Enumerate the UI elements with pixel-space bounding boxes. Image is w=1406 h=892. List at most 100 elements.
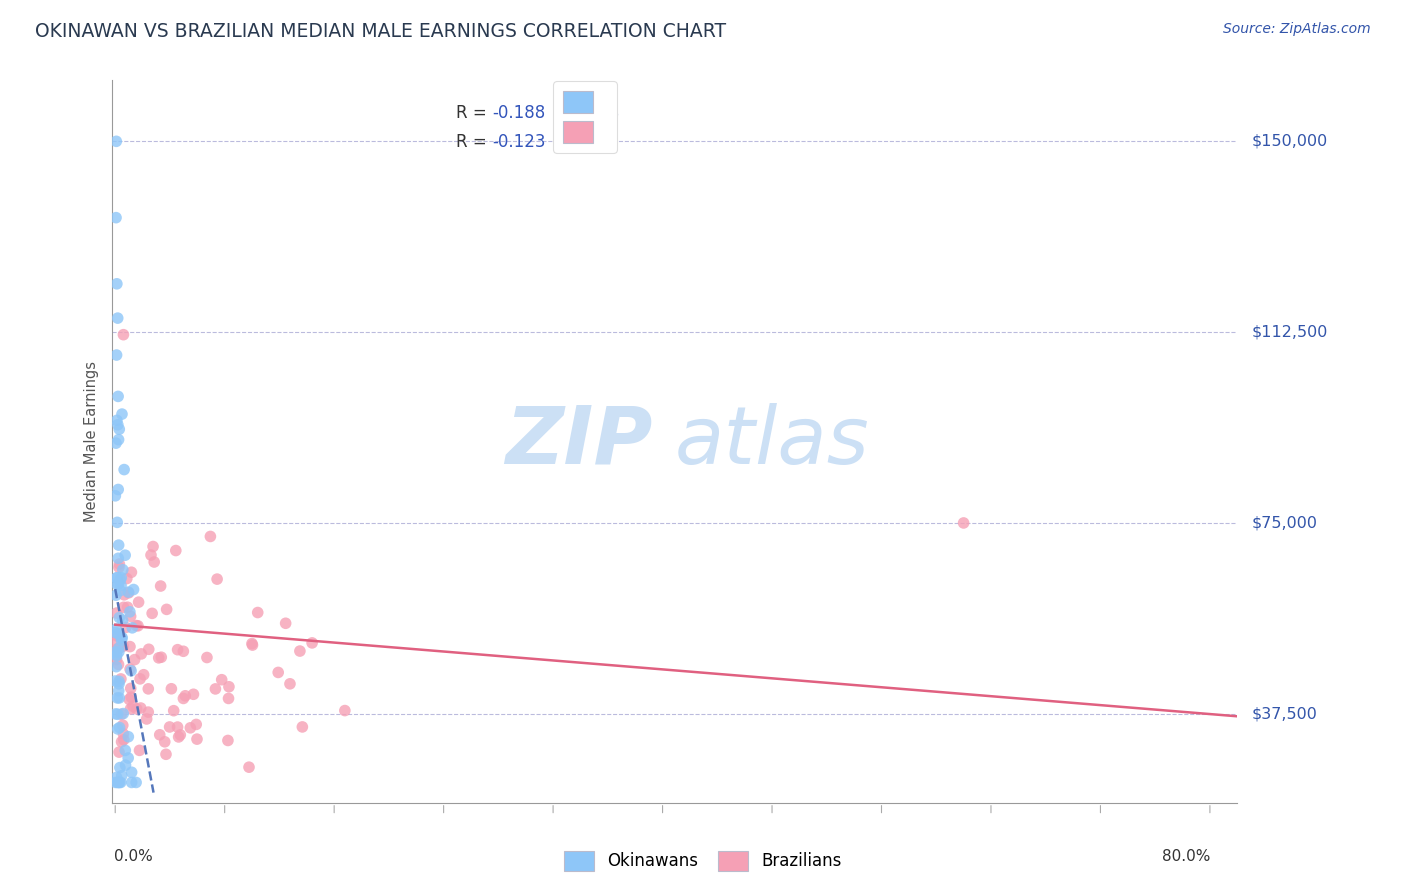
Point [136,705,159,719]
Point [114,743,136,757]
Point [105,622,128,636]
Point [114,620,136,634]
Point [110,775,132,789]
Point [159,720,181,734]
Point [108,677,131,691]
Point [195,650,218,665]
Text: $150,000: $150,000 [1251,134,1327,149]
Point [108,640,131,655]
Point [117,730,139,744]
Point [107,311,129,326]
Point [107,483,129,497]
Point [107,722,129,736]
Point [108,761,131,775]
Point [118,586,141,600]
Point [105,413,128,427]
Point [120,662,142,676]
Point [156,602,179,616]
Point [117,585,139,599]
Text: $75,000: $75,000 [1251,516,1317,531]
Point [105,770,128,784]
Point [301,636,323,650]
Point [124,652,146,666]
Point [117,600,139,615]
Point [200,529,222,543]
Point [105,516,128,530]
Point [274,616,297,631]
Text: -0.188: -0.188 [492,103,546,122]
Text: R =: R = [456,103,492,122]
Point [105,648,128,663]
Text: $112,500: $112,500 [1251,325,1327,340]
Point [104,489,127,503]
Point [115,572,138,586]
Point [121,621,143,635]
Text: 74: 74 [599,103,620,122]
Point [135,712,157,726]
Point [104,673,127,688]
Point [952,516,974,530]
Point [107,707,129,722]
Text: R =: R = [456,133,492,151]
Point [108,645,131,659]
Point [104,645,127,659]
Point [149,728,172,742]
Point [108,775,131,789]
Point [108,573,131,587]
Point [107,577,129,591]
Point [110,631,132,645]
Point [110,707,132,722]
Point [112,706,135,721]
Point [166,642,188,657]
Point [110,672,132,686]
Point [112,639,135,653]
Point [163,704,186,718]
Point [136,681,159,696]
Point [105,134,128,148]
Point [141,607,163,621]
Point [240,637,263,651]
Point [105,690,128,705]
Point [114,548,136,562]
Point [148,651,170,665]
Point [108,610,131,624]
Point [110,571,132,585]
Legend: , : , [553,81,617,153]
Text: OKINAWAN VS BRAZILIAN MEDIAN MALE EARNINGS CORRELATION CHART: OKINAWAN VS BRAZILIAN MEDIAN MALE EARNIN… [35,22,727,41]
Point [105,436,128,450]
Point [125,775,148,789]
Point [111,563,134,577]
Point [105,211,128,225]
Point [108,560,131,574]
Point [110,735,132,749]
Point [211,673,233,687]
Point [155,747,177,762]
Point [128,743,150,757]
Point [112,462,135,476]
Point [186,732,208,747]
Point [143,555,166,569]
Point [128,595,150,609]
Point [105,606,128,620]
Text: N =: N = [557,103,605,122]
Point [104,706,127,721]
Point [110,578,132,592]
Point [107,683,129,698]
Point [160,681,183,696]
Point [105,348,128,362]
Point [120,690,142,705]
Point [333,704,356,718]
Point [167,730,190,744]
Point [142,540,165,554]
Point [105,571,128,585]
Text: atlas: atlas [675,402,870,481]
Point [120,702,142,716]
Point [111,407,134,421]
Point [107,417,129,432]
Point [105,277,128,291]
Point [108,721,131,735]
Point [218,680,240,694]
Text: N =: N = [557,133,605,151]
Point [118,640,141,654]
Point [169,728,191,742]
